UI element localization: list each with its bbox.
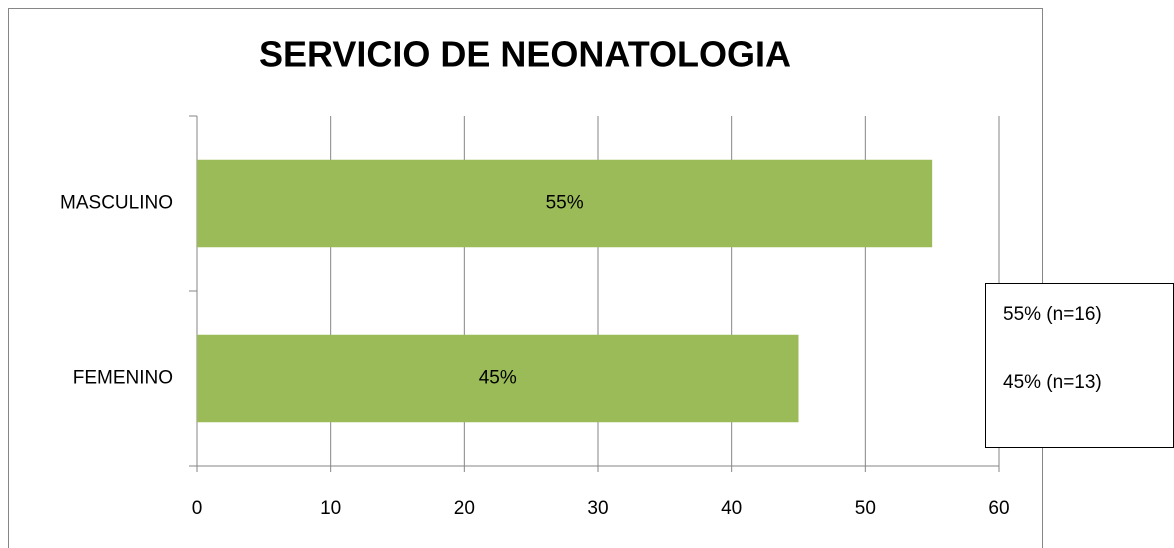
bar-label: 55% <box>546 193 584 214</box>
bar <box>197 159 933 248</box>
x-tick-label: 10 <box>320 498 341 519</box>
annotation: 55% (n=16) <box>1003 304 1102 325</box>
x-tick-label: 60 <box>988 498 1009 519</box>
x-tick-label: 40 <box>721 498 742 519</box>
x-tick-label: 20 <box>454 498 475 519</box>
x-tick-label: 30 <box>587 498 608 519</box>
x-tick-label: 0 <box>192 498 203 519</box>
y-tick-label: FEMENINO <box>73 368 173 389</box>
chart-border <box>8 8 1043 548</box>
bar <box>197 334 799 423</box>
bar-label: 45% <box>479 368 517 389</box>
annotation: 45% (n=13) <box>1003 372 1102 393</box>
chart-title: SERVICIO DE NEONATOLOGIA <box>259 34 791 75</box>
annotation-box <box>985 283 1174 448</box>
x-tick-label: 50 <box>855 498 876 519</box>
y-tick-label: MASCULINO <box>60 193 173 214</box>
